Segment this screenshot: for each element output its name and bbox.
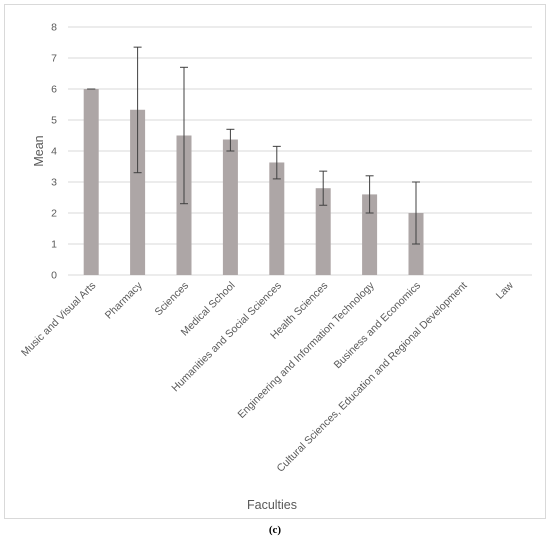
bars xyxy=(83,89,424,276)
bar xyxy=(83,89,99,275)
bar xyxy=(222,139,238,275)
x-tick-label: Pharmacy xyxy=(103,279,145,321)
chart-frame xyxy=(4,4,546,519)
bar xyxy=(315,188,331,275)
bar xyxy=(269,162,285,275)
bar xyxy=(176,135,192,275)
y-tick-label: 5 xyxy=(51,115,57,127)
y-tick-label: 2 xyxy=(51,208,57,220)
x-axis-title: Faculties xyxy=(247,498,297,512)
gridlines xyxy=(68,26,532,276)
bar xyxy=(362,194,378,275)
y-axis-title: Mean xyxy=(32,135,46,166)
x-tick-labels: Music and Visual Arts Pharmacy SciencesMed… xyxy=(19,279,516,475)
x-tick-label: Sciences xyxy=(153,280,192,319)
panel-caption: (c) xyxy=(268,524,282,536)
y-tick-label: 8 xyxy=(51,22,57,34)
y-tick-label: 6 xyxy=(51,84,57,96)
bar xyxy=(130,109,146,276)
y-tick-labels: 0 1 2 3 4 5 6 7 8 xyxy=(51,22,57,282)
y-tick-label: 0 xyxy=(51,270,57,282)
y-tick-label: 1 xyxy=(51,239,57,251)
y-tick-label: 7 xyxy=(51,53,57,65)
x-tick-label: Music and Visual Arts xyxy=(19,280,98,359)
x-tick-label: Law xyxy=(494,279,516,301)
y-tick-label: 3 xyxy=(51,177,57,189)
y-tick-label: 4 xyxy=(51,146,57,158)
error-bars xyxy=(87,46,420,245)
x-tick-label: Business and Economics xyxy=(332,280,423,371)
bar-chart: 0 1 2 3 4 5 6 7 8 Music and Visual Arts Pharmacy S… xyxy=(19,22,532,512)
